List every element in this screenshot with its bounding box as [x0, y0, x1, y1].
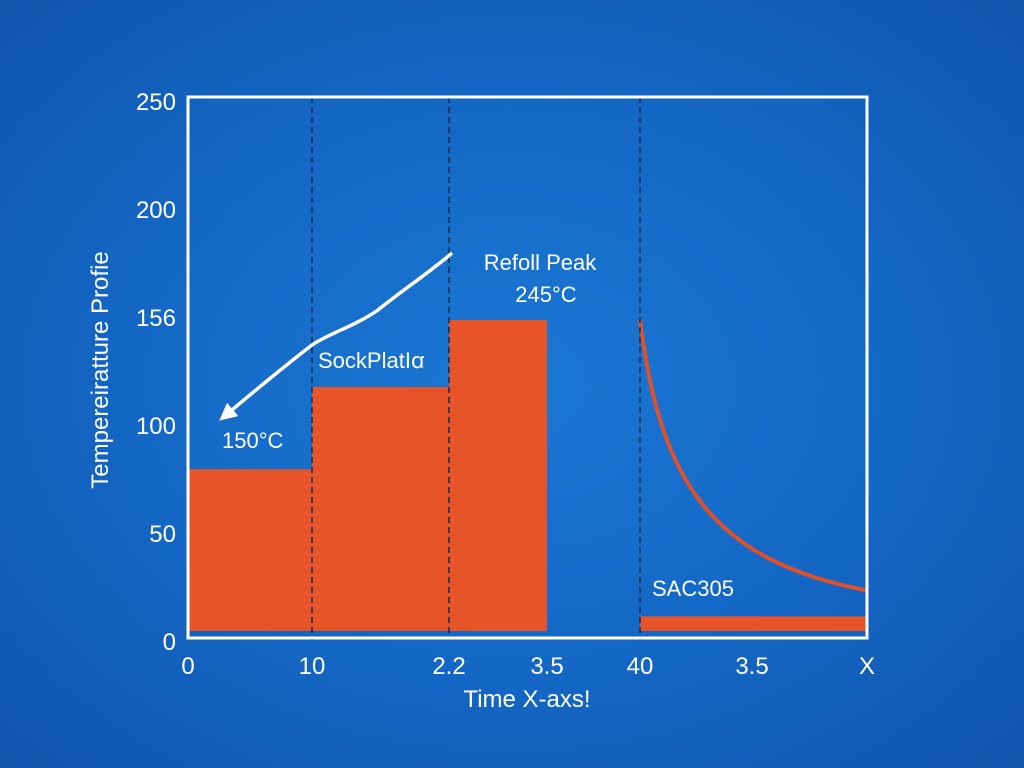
x-tick-label: 40	[627, 653, 654, 680]
x-tick-label: X	[859, 653, 875, 680]
soak-plateau-label: SockPlatIꭤ	[318, 348, 425, 373]
bar-3	[640, 616, 867, 631]
preheat-temp-label: 150°C	[222, 428, 284, 453]
x-tick-label: 10	[299, 653, 326, 680]
bar-0	[188, 469, 312, 631]
y-axis-ticks: 0 50 100 156 200 250	[136, 89, 176, 656]
x-tick-label: 3.5	[735, 653, 768, 680]
phase-dividers	[311, 97, 641, 638]
x-tick-label: 2.2	[432, 653, 465, 680]
y-tick-label: 200	[136, 197, 176, 224]
plot-frame	[186, 95, 869, 640]
alloy-label: SAC305	[652, 576, 734, 601]
reflow-peak-temp: 245°C	[515, 282, 577, 307]
soak-plateau-range: 150-200°C	[318, 390, 424, 415]
y-axis-title: Tempereiratture Profie	[87, 251, 114, 488]
x-tick-label: 0	[181, 653, 194, 680]
bars-layer	[188, 319, 867, 631]
cooling-decay-curve	[638, 319, 868, 593]
x-axis-title: Time X-axs!	[463, 686, 590, 713]
x-tick-label: 3.5	[530, 653, 563, 680]
x-axis-ticks: 0 10 2.2 3.5 40 3.5 X	[181, 653, 875, 680]
y-tick-label: 156	[136, 305, 176, 332]
reflow-peak-label: Refoll Peak	[484, 250, 598, 275]
heating-arrow	[219, 251, 454, 421]
y-tick-label: 50	[149, 521, 176, 548]
y-tick-label: 100	[136, 413, 176, 440]
y-tick-label: 250	[136, 89, 176, 116]
bar-2	[449, 319, 547, 631]
bar-1	[312, 386, 449, 631]
y-tick-label: 0	[163, 629, 176, 656]
